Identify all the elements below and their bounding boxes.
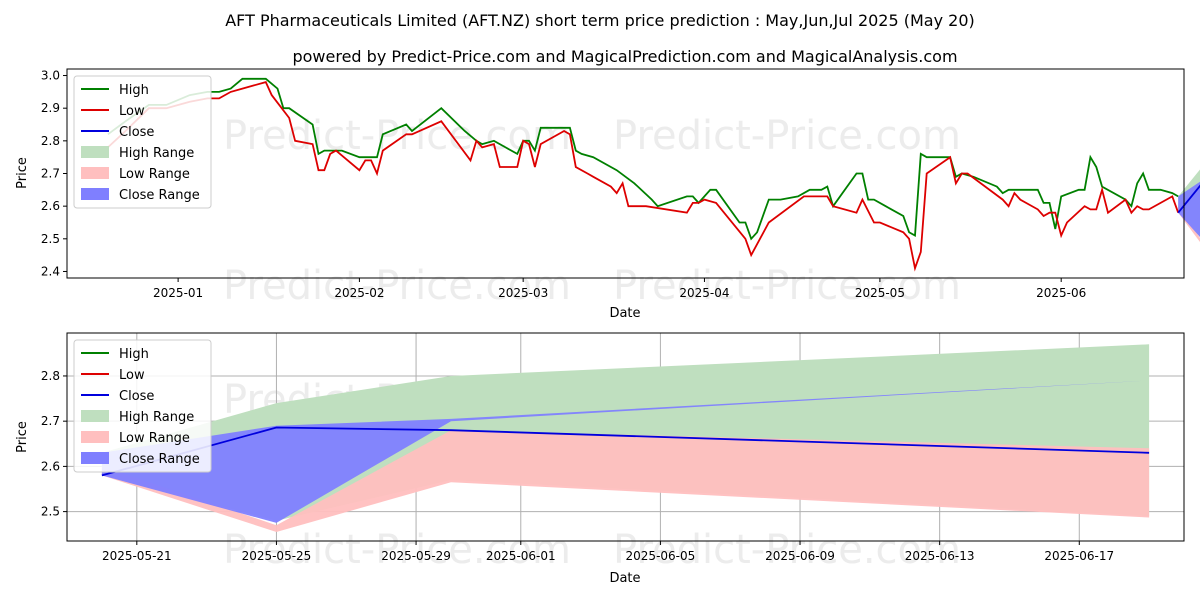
- y-tick-label: 2.9: [41, 101, 60, 115]
- y-tick-label: 2.6: [41, 459, 60, 473]
- x-tick-label: 2025-06-13: [905, 549, 975, 563]
- legend-label: High: [119, 347, 149, 362]
- y-tick-label: 2.5: [41, 505, 60, 519]
- low-series-line: [107, 81, 1180, 272]
- y-tick-label: 2.8: [41, 369, 60, 383]
- forecast-panel: Predict-Price.comPredict-Price.comPredic…: [15, 332, 1185, 586]
- y-tick-label: 2.6: [41, 199, 60, 213]
- legend-swatch-patch: [81, 146, 109, 158]
- low-range-band: [101, 430, 1150, 532]
- legend-label: Low Range: [119, 167, 190, 182]
- history-y-axis-label: Price: [15, 157, 30, 189]
- y-tick-label: 2.5: [41, 232, 60, 246]
- watermark-text: Predict-Price.com: [223, 527, 571, 573]
- forecast-legend: High Low Close High Range Low Range Close Ran…: [73, 339, 212, 473]
- close-series-line: [1177, 184, 1200, 214]
- history-panel: Predict-Price.com Predict-Price.com Predic…: [15, 68, 1200, 321]
- legend-label: Low Range: [119, 431, 190, 446]
- x-tick-label: 2025-01: [153, 286, 203, 300]
- forecast-axes-frame: [66, 332, 1185, 542]
- legend-swatch-patch: [81, 188, 109, 200]
- legend-label: High Range: [119, 410, 194, 425]
- watermark-text: Predict-Price.com: [223, 263, 571, 309]
- legend-label: Close: [119, 389, 154, 404]
- y-tick-label: 2.7: [41, 167, 60, 181]
- x-tick-label: 2025-06-17: [1044, 549, 1114, 563]
- legend-label: Low: [119, 104, 145, 119]
- legend-label: Close Range: [119, 452, 200, 467]
- watermark-text: Predict-Price.com: [613, 263, 961, 309]
- close-range-band: [1178, 181, 1200, 238]
- legend-swatch-patch: [81, 410, 109, 422]
- y-tick-label: 3.0: [41, 69, 60, 83]
- x-tick-label: 2025-04: [679, 286, 729, 300]
- watermark-text: Predict-Price.com: [613, 527, 961, 573]
- watermark-text: Predict-Price.com: [613, 113, 961, 159]
- legend-label: Low: [119, 368, 145, 383]
- legend-label: High: [119, 83, 149, 98]
- y-tick-label: 2.4: [41, 264, 60, 278]
- history-x-axis-label: Date: [609, 306, 640, 321]
- high-series-line: [107, 77, 1179, 241]
- chart-subtitle: powered by Predict-Price.com and Magical…: [292, 47, 957, 66]
- forecast-y-axis-label: Price: [15, 421, 30, 453]
- history-axes-frame: [66, 68, 1185, 279]
- legend-swatch-patch: [81, 431, 109, 443]
- x-tick-label: 2025-05: [855, 286, 905, 300]
- chart-title: AFT Pharmaceuticals Limited (AFT.NZ) sho…: [225, 11, 975, 30]
- legend-swatch-patch: [81, 167, 109, 179]
- close-range-band: [101, 380, 1150, 523]
- y-tick-label: 2.8: [41, 134, 60, 148]
- x-tick-label: 2025-05-21: [102, 549, 172, 563]
- x-tick-label: 2025-06-01: [486, 549, 556, 563]
- y-tick-label: 2.7: [41, 414, 60, 428]
- x-tick-label: 2025-06: [1036, 286, 1086, 300]
- x-tick-label: 2025-06-05: [626, 549, 696, 563]
- x-tick-label: 2025-06-09: [765, 549, 835, 563]
- x-tick-label: 2025-02: [334, 286, 384, 300]
- legend-swatch-patch: [81, 452, 109, 464]
- legend-label: High Range: [119, 146, 194, 161]
- x-tick-label: 2025-05-29: [381, 549, 451, 563]
- x-tick-label: 2025-03: [498, 286, 548, 300]
- forecast-x-axis-label: Date: [609, 571, 640, 586]
- x-tick-label: 2025-05-25: [242, 549, 312, 563]
- legend-label: Close: [119, 125, 154, 140]
- legend-label: Close Range: [119, 188, 200, 203]
- history-legend: High Low Close High Range Low Range Close Ran…: [73, 75, 212, 209]
